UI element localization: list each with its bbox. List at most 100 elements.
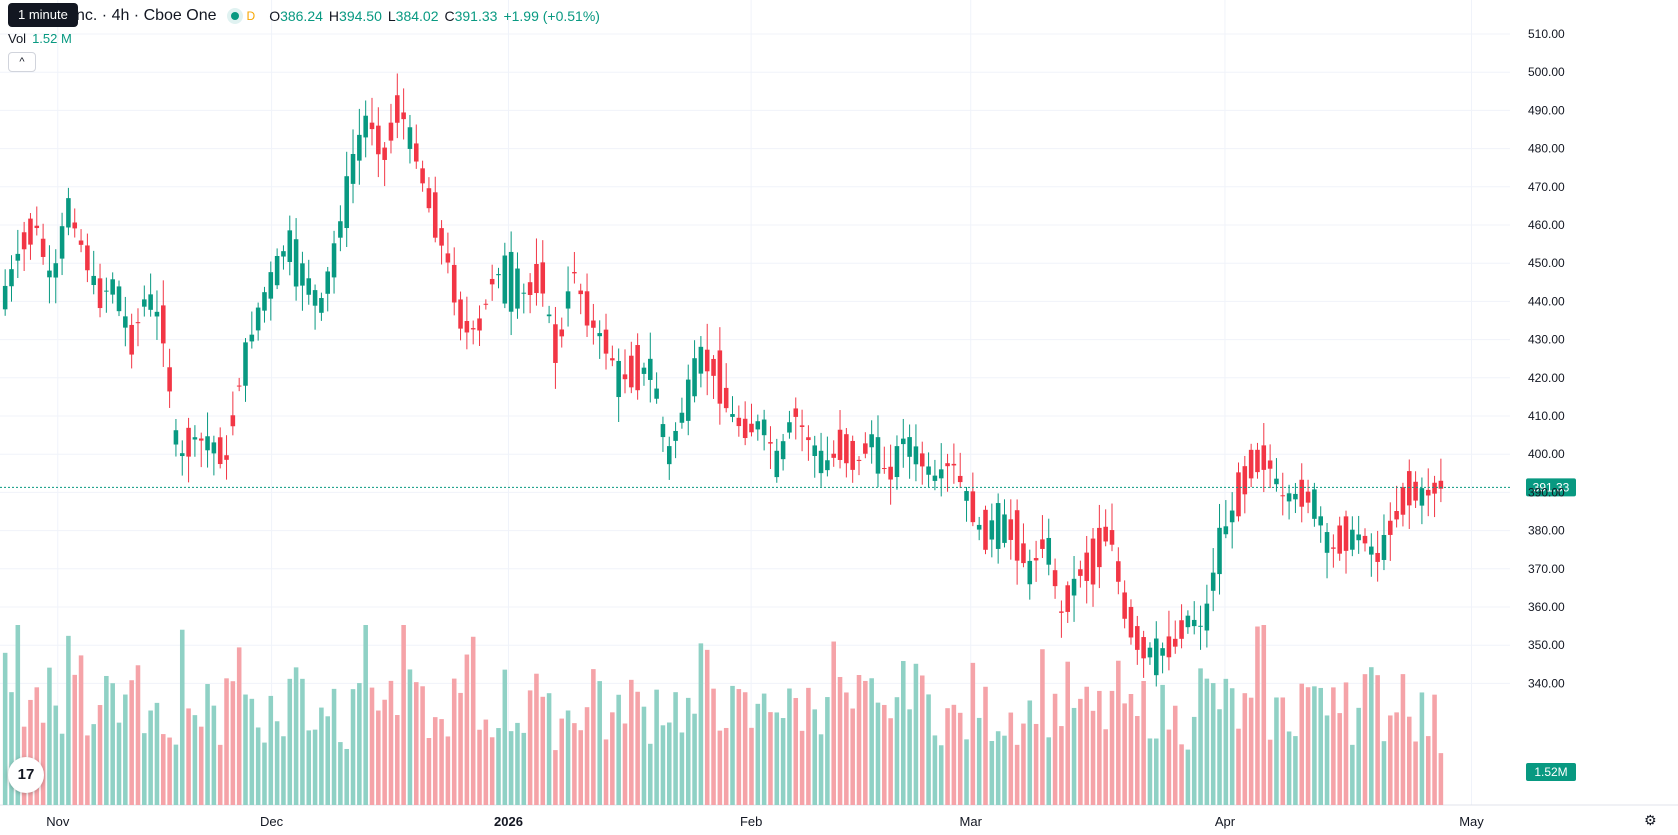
candle-body — [1204, 603, 1210, 631]
candle-body — [559, 329, 565, 337]
volume-bar — [281, 736, 286, 805]
candle-body — [104, 290, 109, 292]
volume-bar — [173, 744, 179, 805]
volume-bar — [793, 697, 799, 805]
candle-body — [1052, 570, 1058, 587]
volume-bar — [1185, 749, 1191, 805]
candle-body — [116, 286, 122, 312]
volume-bar — [300, 678, 305, 805]
volume-bar — [1236, 728, 1241, 805]
volume-bar — [1217, 709, 1222, 805]
candle-body — [1122, 592, 1127, 619]
volume-bar — [945, 708, 950, 805]
symbol-title[interactable]: nc. · 4h · Cboe One — [76, 7, 217, 24]
volume-bar — [515, 722, 520, 805]
volume-bar — [584, 707, 590, 805]
candle-body — [1274, 478, 1279, 485]
volume-bar — [388, 680, 394, 805]
candle-body — [1153, 638, 1159, 676]
volume-bar — [610, 712, 615, 805]
candle-body — [312, 290, 318, 306]
volume-bar — [154, 702, 160, 805]
candle-body — [1059, 611, 1064, 613]
price-axis[interactable]: 510.00 500.00 490.00 480.00 470.00 460.00 450.… — [1528, 27, 1565, 690]
candle-body — [1400, 487, 1406, 515]
volume-bar — [489, 737, 495, 805]
candle-body — [135, 322, 141, 324]
candle-body — [508, 251, 514, 312]
candle-body — [951, 463, 957, 466]
volume-bar — [1191, 716, 1197, 805]
candle-body — [1432, 482, 1437, 494]
candle-body — [376, 125, 381, 155]
candle-body — [224, 455, 229, 460]
candle-body — [648, 358, 653, 380]
time-axis[interactable]: Nov Dec 2026 Feb Mar Apr May — [46, 814, 1484, 829]
interval-tooltip: 1 minute — [8, 3, 78, 27]
volume-bar — [477, 729, 482, 805]
candle-body — [565, 291, 571, 309]
candle-body — [357, 134, 362, 161]
candle-body — [1248, 449, 1254, 479]
price-tick-label: 350.00 — [1528, 638, 1565, 652]
candle-body — [863, 443, 868, 454]
volume-bar — [2, 652, 8, 805]
candle-body — [774, 450, 780, 478]
volume-bar — [1413, 741, 1418, 805]
candle-body — [1217, 527, 1222, 575]
candle-body — [445, 253, 451, 263]
candle-body — [1419, 488, 1425, 506]
candle-body — [717, 350, 723, 404]
volume-bar — [1350, 744, 1355, 805]
collapse-legend-button[interactable]: ^ — [8, 52, 36, 72]
candle-body — [660, 424, 666, 438]
candle-body — [28, 218, 33, 245]
volume-bar — [1160, 684, 1165, 805]
candle-body — [325, 271, 331, 294]
candle-body — [1413, 481, 1418, 501]
candle-body — [1160, 648, 1165, 656]
candle-body — [413, 143, 419, 162]
volume-bar — [844, 692, 849, 805]
candle-body — [66, 198, 71, 228]
candle-body — [1229, 510, 1235, 523]
volume-bar — [91, 724, 96, 805]
volume-bar — [1033, 723, 1039, 805]
volume-bar — [717, 730, 723, 805]
volume-bar — [761, 693, 767, 805]
volume-badge-label: 1.52M — [1534, 765, 1567, 779]
volume-bar — [1375, 675, 1380, 805]
volume-bar — [59, 733, 65, 805]
volume-bar — [224, 678, 229, 805]
candle-body — [610, 358, 615, 361]
candle-body — [1103, 526, 1108, 542]
candle-body — [1425, 489, 1431, 496]
candle-body — [40, 238, 46, 257]
candle-body — [350, 153, 356, 184]
settings-icon[interactable]: ⚙ — [1644, 812, 1657, 828]
volume-bar — [192, 715, 198, 805]
candle-body — [1337, 525, 1342, 554]
volume-bar — [1097, 690, 1102, 805]
candle-body — [439, 228, 444, 246]
volume-bar — [104, 675, 109, 805]
candle-body — [274, 255, 280, 286]
low-value: 384.02 — [395, 8, 439, 24]
candle-body — [1236, 472, 1241, 517]
volume-bar — [648, 743, 653, 805]
candle-body — [673, 430, 678, 441]
volume-bar — [553, 750, 558, 805]
candle-body — [812, 445, 818, 456]
candle-body — [1185, 615, 1191, 628]
volume-bar — [970, 662, 976, 805]
candle-body — [692, 358, 697, 397]
candle-body — [755, 421, 761, 430]
volume-bar — [205, 684, 210, 805]
volume-bar — [818, 734, 824, 805]
candle-body — [1280, 495, 1286, 497]
price-tick-label: 500.00 — [1528, 65, 1565, 79]
volume-bar — [863, 680, 868, 805]
tradingview-logo[interactable]: 17 — [8, 757, 44, 793]
time-tick-label: Nov — [46, 814, 70, 829]
